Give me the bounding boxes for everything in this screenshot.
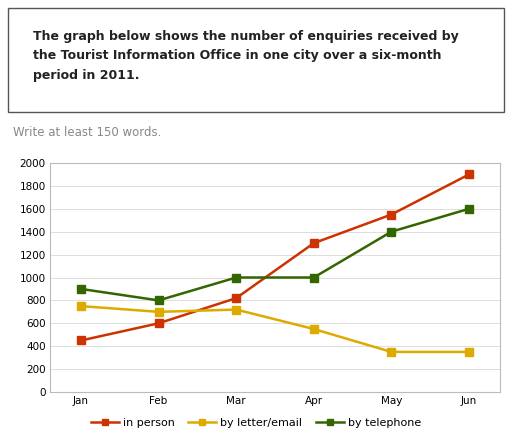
Text: Write at least 150 words.: Write at least 150 words.	[13, 126, 161, 139]
Text: The graph below shows the number of enquiries received by
the Tourist Informatio: The graph below shows the number of enqu…	[33, 30, 459, 82]
Legend: in person, by letter/email, by telephone: in person, by letter/email, by telephone	[87, 413, 425, 432]
FancyBboxPatch shape	[8, 8, 504, 112]
